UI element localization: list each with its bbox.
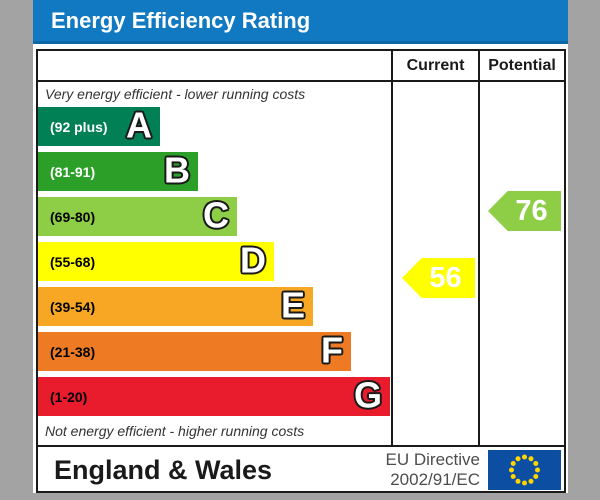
- region-label: England & Wales: [54, 454, 273, 485]
- band-range-label: (21-38): [50, 343, 96, 360]
- chart-title: Energy Efficiency Rating: [51, 7, 311, 33]
- band-range-label: (39-54): [50, 298, 96, 315]
- chart-title-bar: Energy Efficiency Rating: [33, 0, 568, 44]
- band-range-label: (1-20): [50, 388, 88, 405]
- rating-table: Current Potential Very energy efficient …: [36, 49, 566, 493]
- band-letter: B: [164, 149, 190, 191]
- eu-directive-line1: EU Directive: [385, 449, 480, 469]
- band-f: (21-38) F: [38, 329, 351, 371]
- eu-directive-label: EU Directive 2002/91/EC: [386, 450, 480, 490]
- title-gap: [33, 44, 568, 49]
- band-letter: F: [321, 329, 343, 371]
- eu-flag-icon: [488, 450, 561, 490]
- potential-rating-arrow: 76: [488, 191, 561, 231]
- band-letter: C: [203, 194, 229, 236]
- band-range-label: (69-80): [50, 208, 96, 225]
- band-range-label: (55-68): [50, 253, 96, 270]
- band-range-label: (81-91): [50, 163, 96, 180]
- potential-column-header: Potential: [478, 51, 564, 80]
- band-range-label: (92 plus): [50, 118, 108, 135]
- bands-cell: Very energy efficient - lower running co…: [38, 82, 391, 445]
- current-cell: 56: [391, 82, 478, 445]
- band-letter: D: [240, 239, 266, 281]
- band-letter: E: [280, 284, 305, 326]
- table-header-row: Current Potential: [38, 51, 564, 82]
- band-e: (39-54) E: [38, 284, 313, 326]
- band-list: (92 plus) A (81-91) B (69-80) C (55-68) D (39-54…: [38, 104, 391, 416]
- band-g: (1-20) G: [38, 374, 390, 416]
- table-footer-row: England & Wales EU Directive 2002/91/EC: [38, 445, 564, 493]
- table-body-row: Very energy efficient - lower running co…: [38, 82, 564, 445]
- band-d: (55-68) D: [38, 239, 274, 281]
- current-column-header: Current: [391, 51, 478, 80]
- band-b: (81-91) B: [38, 149, 198, 191]
- top-note: Very energy efficient - lower running co…: [45, 86, 306, 102]
- band-letter: A: [126, 104, 152, 146]
- band-letter: G: [353, 374, 382, 416]
- band-c: (69-80) C: [38, 194, 237, 236]
- band-a: (92 plus) A: [38, 104, 160, 146]
- potential-cell: 76: [478, 82, 564, 445]
- current-rating-arrow: 56: [402, 258, 475, 298]
- band-column-header: [38, 51, 391, 80]
- epc-chart: Energy Efficiency Rating Current Potenti…: [33, 0, 568, 493]
- bottom-note: Not energy efficient - higher running co…: [45, 423, 305, 439]
- eu-directive-line2: 2002/91/EC: [390, 470, 480, 489]
- footer-right-group: EU Directive 2002/91/EC: [386, 450, 564, 490]
